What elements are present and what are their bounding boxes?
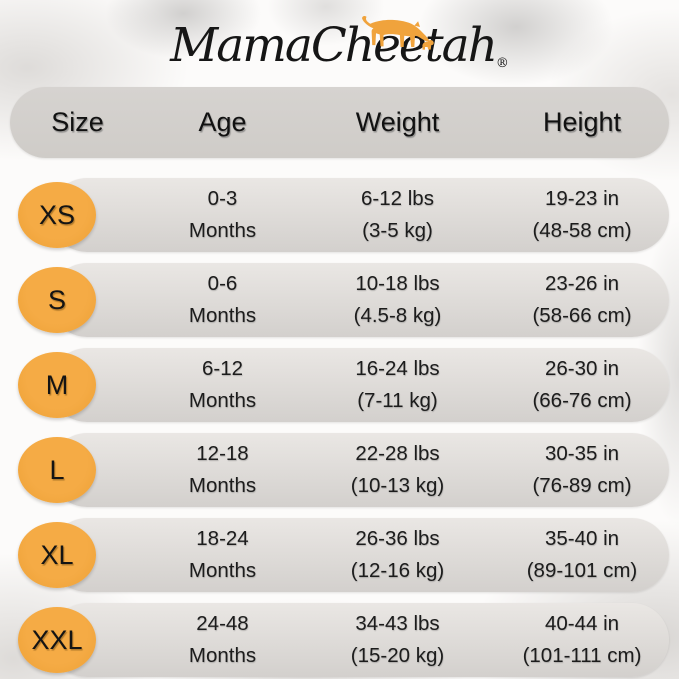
weight-kg: (3-5 kg) [362,219,433,242]
height-in: 30-35 in [544,442,620,465]
age-unit: Months [188,219,257,242]
weight-cell: 10-18 lbs (4.5-8 kg) [300,268,495,332]
table-row: L 12-18 Months 22-28 lbs (10-13 kg) 30-35 … [10,433,669,507]
age-cell: 18-24 Months [145,523,300,587]
age-range: 6-12 [201,357,244,380]
height-cell: 23-26 in (58-66 cm) [495,268,669,332]
weight-lbs: 26-36 lbs [355,527,440,550]
age-cell: 6-12 Months [145,353,300,417]
height-in: 35-40 in [544,527,620,550]
age-range: 0-6 [207,272,238,295]
size-badge: XS [18,182,96,248]
weight-lbs: 22-28 lbs [355,442,440,465]
weight-kg: (15-20 kg) [350,644,445,667]
height-cell: 26-30 in (66-76 cm) [495,353,669,417]
weight-kg: (12-16 kg) [350,559,445,582]
table-header-row: Size Age Weight Height [10,87,669,158]
height-cm: (101-111 cm) [522,644,642,667]
height-cm: (89-101 cm) [526,559,638,582]
row-pill-background [50,263,669,337]
brand-name: MamaCheetah [170,18,498,73]
row-pill-background [50,348,669,422]
table-row: XXL 24-48 Months 34-43 lbs (15-20 kg) 40-4… [10,603,669,677]
age-unit: Months [188,304,257,327]
height-cell: 30-35 in (76-89 cm) [495,438,669,502]
brand-logo: MamaCheetah® [0,10,679,88]
weight-kg: (7-11 kg) [357,389,438,412]
row-pill-background [50,518,669,592]
height-in: 40-44 in [544,612,620,635]
weight-cell: 6-12 lbs (3-5 kg) [300,183,495,247]
row-pill-background [50,433,669,507]
age-range: 0-3 [207,187,238,210]
weight-lbs: 34-43 lbs [355,612,440,635]
size-badge: XL [18,522,96,588]
age-range: 18-24 [196,527,249,550]
height-cell: 40-44 in (101-111 cm) [495,608,669,672]
height-in: 26-30 in [544,357,620,380]
height-in: 19-23 in [544,187,620,210]
age-range: 24-48 [196,612,249,635]
age-range: 12-18 [196,442,249,465]
age-unit: Months [188,389,257,412]
weight-cell: 34-43 lbs (15-20 kg) [300,608,495,672]
height-cm: (48-58 cm) [532,219,632,242]
height-cm: (58-66 cm) [532,304,632,327]
size-badge: L [18,437,96,503]
size-badge: S [18,267,96,333]
size-badge: XXL [18,607,96,673]
cheetah-and-cub-icon [361,15,434,50]
table-row: XL 18-24 Months 26-36 lbs (12-16 kg) 35-40… [10,518,669,592]
height-cm: (66-76 cm) [532,389,632,412]
table-row: XS 0-3 Months 6-12 lbs (3-5 kg) 19-23 in (4… [10,178,669,252]
weight-lbs: 10-18 lbs [355,272,440,295]
size-chart-table: Size Age Weight Height XS 0-3 Months 6-12… [10,87,669,679]
age-unit: Months [188,474,257,497]
weight-cell: 16-24 lbs (7-11 kg) [300,353,495,417]
column-header-weight: Weight [355,107,440,137]
age-cell: 12-18 Months [145,438,300,502]
registered-trademark: ® [495,56,509,71]
age-cell: 0-6 Months [145,268,300,332]
weight-lbs: 16-24 lbs [355,357,440,380]
column-header-age: Age [198,107,247,137]
size-badge: M [18,352,96,418]
column-header-size: Size [51,107,104,137]
column-header-height: Height [542,107,622,137]
row-pill-background [50,178,669,252]
age-cell: 24-48 Months [145,608,300,672]
height-cell: 19-23 in (48-58 cm) [495,183,669,247]
height-in: 23-26 in [544,272,620,295]
height-cell: 35-40 in (89-101 cm) [495,523,669,587]
table-row: S 0-6 Months 10-18 lbs (4.5-8 kg) 23-26 in… [10,263,669,337]
height-cm: (76-89 cm) [532,474,632,497]
weight-cell: 26-36 lbs (12-16 kg) [300,523,495,587]
weight-cell: 22-28 lbs (10-13 kg) [300,438,495,502]
table-row: M 6-12 Months 16-24 lbs (7-11 kg) 26-30 in… [10,348,669,422]
weight-lbs: 6-12 lbs [361,187,434,210]
age-unit: Months [188,559,257,582]
age-unit: Months [188,644,257,667]
weight-kg: (10-13 kg) [350,474,445,497]
row-pill-background [50,603,669,677]
weight-kg: (4.5-8 kg) [353,304,442,327]
age-cell: 0-3 Months [145,183,300,247]
brand-logo-text: MamaCheetah® [170,18,509,73]
